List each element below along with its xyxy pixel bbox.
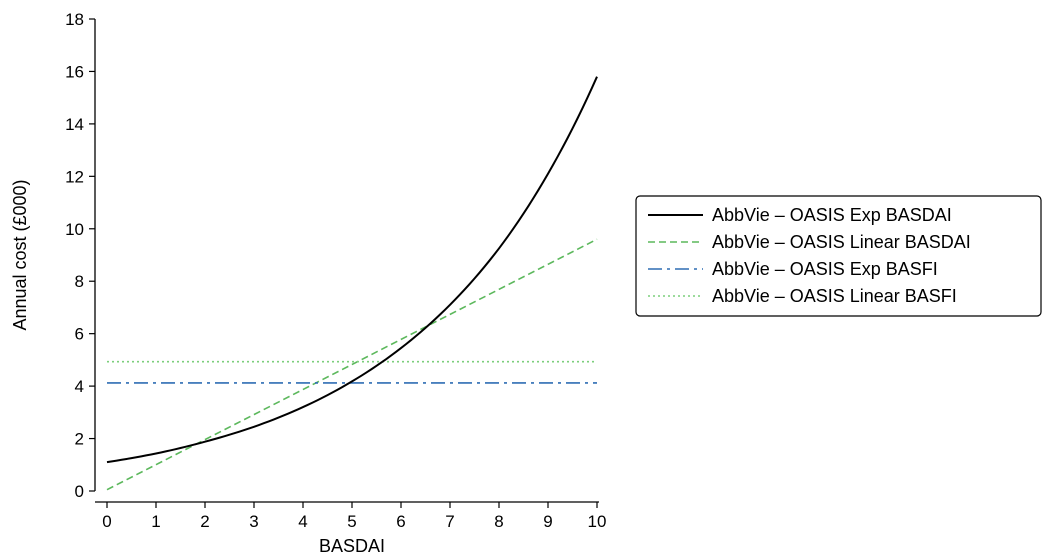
legend-box <box>635 195 1042 317</box>
x-tick-label: 10 <box>588 512 607 531</box>
legend-item: AbbVie – OASIS Exp BASDAI <box>648 205 952 225</box>
y-tick-label: 10 <box>65 220 84 239</box>
x-tick-label: 6 <box>396 512 405 531</box>
x-tick-label: 3 <box>249 512 258 531</box>
series-line-2 <box>106 238 598 491</box>
legend-item: AbbVie – OASIS Linear BASFI <box>648 286 957 306</box>
y-tick-label: 12 <box>65 167 84 186</box>
x-tick-label: 9 <box>543 512 552 531</box>
series-line-1 <box>106 76 598 464</box>
x-axis-title: BASDAI <box>319 536 385 556</box>
y-tick-label: 2 <box>75 430 84 449</box>
x-axis-ticks: 0 1 2 3 4 5 6 7 8 9 10 <box>102 502 606 531</box>
legend-label: AbbVie – OASIS Exp BASDAI <box>712 205 952 225</box>
x-tick-label: 0 <box>102 512 111 531</box>
legend-label: AbbVie – OASIS Exp BASFI <box>712 259 938 279</box>
y-tick-label: 18 <box>65 10 84 29</box>
y-tick-label: 6 <box>75 325 84 344</box>
x-tick-label: 2 <box>200 512 209 531</box>
x-tick-label: 8 <box>494 512 503 531</box>
x-tick-label: 4 <box>298 512 307 531</box>
legend-item: AbbVie – OASIS Linear BASDAI <box>648 232 971 252</box>
plot-area <box>106 76 598 491</box>
legend: AbbVie – OASIS Exp BASDAI AbbVie – OASIS … <box>635 195 1042 317</box>
legend-item: AbbVie – OASIS Exp BASFI <box>648 259 938 279</box>
y-tick-label: 0 <box>75 482 84 501</box>
y-axis-ticks: 0 2 4 6 8 10 12 14 16 18 <box>65 10 95 501</box>
legend-label: AbbVie – OASIS Linear BASDAI <box>712 232 971 252</box>
y-tick-label: 4 <box>75 377 84 396</box>
axes <box>94 19 599 503</box>
x-tick-label: 1 <box>151 512 160 531</box>
y-axis-title: Annual cost (£000) <box>10 179 30 330</box>
y-tick-label: 14 <box>65 115 84 134</box>
x-tick-label: 5 <box>347 512 356 531</box>
y-tick-label: 8 <box>75 272 84 291</box>
y-tick-label: 16 <box>65 62 84 81</box>
legend-label: AbbVie – OASIS Linear BASFI <box>712 286 957 306</box>
x-tick-label: 7 <box>445 512 454 531</box>
